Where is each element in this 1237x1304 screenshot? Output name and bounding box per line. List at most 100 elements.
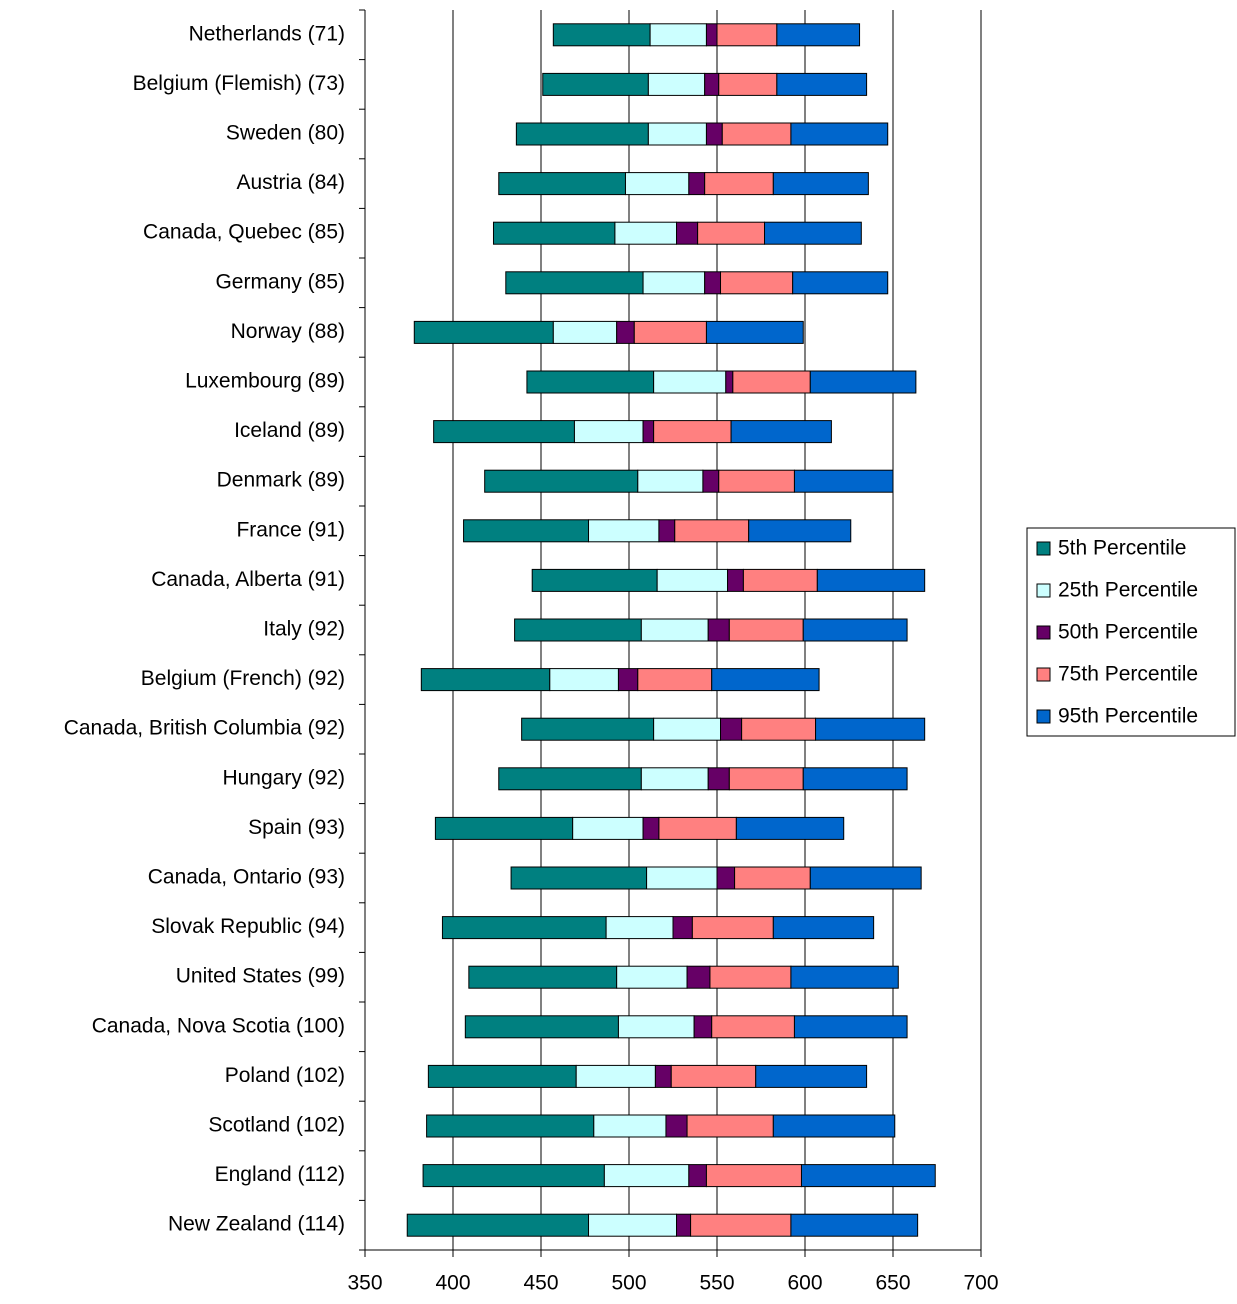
bar-segment: [730, 420, 832, 444]
legend-label: 50th Percentile: [1058, 621, 1198, 644]
y-tick-label: Germany (85): [215, 270, 345, 293]
legend-swatch: [1036, 709, 1051, 724]
bar-segment: [793, 469, 894, 493]
bar-segment: [441, 916, 607, 940]
y-tick-label: Spain (93): [248, 816, 345, 839]
y-tick-label: Netherlands (71): [189, 22, 345, 45]
bar-segment: [552, 23, 651, 47]
bar-segment: [653, 420, 732, 444]
bar-segment: [790, 1213, 919, 1237]
bar-segment: [674, 519, 750, 543]
bar-segment: [588, 1213, 678, 1237]
legend-swatch: [1036, 625, 1051, 640]
bar-segment: [711, 668, 820, 692]
bar-segment: [688, 1164, 707, 1188]
x-tick-label: 400: [435, 1272, 470, 1295]
x-tick-label: 650: [875, 1272, 910, 1295]
bar-segment: [790, 122, 889, 146]
y-tick-label: Poland (102): [225, 1064, 345, 1087]
x-tick-label: 500: [611, 1272, 646, 1295]
bar-segment: [433, 420, 575, 444]
bar-segment: [707, 618, 730, 642]
y-tick-label: France (91): [236, 518, 345, 541]
bar-segment: [420, 668, 551, 692]
bar-segment: [772, 1114, 896, 1138]
legend-box: [1026, 527, 1236, 737]
bar-segment: [709, 965, 792, 989]
y-tick-label: Belgium (Flemish) (73): [133, 72, 345, 95]
bar-segment: [521, 717, 655, 741]
legend-label: 25th Percentile: [1058, 579, 1198, 602]
bar-segment: [642, 420, 655, 444]
bar-segment: [647, 122, 707, 146]
bar-segment: [704, 72, 720, 96]
bar-segment: [732, 370, 811, 394]
bar-segment: [617, 1015, 695, 1039]
bar-segment: [492, 221, 616, 245]
bar-segment: [552, 320, 618, 344]
bar-segment: [800, 1164, 936, 1188]
bar-segment: [672, 916, 693, 940]
bar-segment: [656, 568, 729, 592]
bar-segment: [793, 1015, 908, 1039]
y-tick-label: Canada, Alberta (91): [151, 568, 345, 591]
bar-segment: [647, 72, 706, 96]
bar-segment: [422, 1164, 605, 1188]
legend-swatch: [1036, 667, 1051, 682]
bar-segment: [693, 1015, 713, 1039]
bar-segment: [707, 767, 730, 791]
bar-segment: [463, 519, 590, 543]
bar-segment: [614, 221, 678, 245]
bar-segment: [772, 172, 869, 196]
bar-segment: [514, 618, 642, 642]
y-tick-label: Austria (84): [236, 171, 345, 194]
bar-segment: [676, 1213, 692, 1237]
bar-segment: [690, 1213, 792, 1237]
bar-segment: [658, 816, 737, 840]
bar-segment: [434, 816, 574, 840]
bar-segment: [653, 370, 727, 394]
bar-segment: [735, 816, 845, 840]
y-tick-label: England (112): [215, 1163, 345, 1186]
y-tick-label: Canada, Quebec (85): [143, 221, 345, 244]
bar-segment: [542, 72, 649, 96]
bar-segment: [616, 320, 635, 344]
legend-label: 5th Percentile: [1058, 537, 1186, 560]
bar-segment: [704, 271, 722, 295]
bar-segment: [716, 866, 736, 890]
bar-segment: [575, 1064, 656, 1088]
bar-segment: [603, 1164, 690, 1188]
legend-label: 95th Percentile: [1058, 705, 1198, 728]
y-tick-label: New Zealand (114): [168, 1213, 345, 1236]
bar-segment: [705, 122, 723, 146]
bar-segment: [464, 1015, 619, 1039]
bar-segment: [725, 370, 734, 394]
x-tick-label: 700: [963, 1272, 998, 1295]
y-tick-label: Scotland (102): [208, 1114, 345, 1137]
bar-segment: [653, 717, 722, 741]
bar-segment: [741, 717, 817, 741]
bar-segment: [642, 271, 706, 295]
bar-segment: [426, 1114, 595, 1138]
bar-segment: [633, 320, 707, 344]
bar-segment: [640, 618, 709, 642]
bar-segment: [665, 1114, 688, 1138]
bar-segment: [764, 221, 862, 245]
bar-segment: [697, 221, 766, 245]
bar-segment: [748, 519, 852, 543]
bar-segment: [705, 23, 718, 47]
bar-segment: [790, 965, 899, 989]
x-tick-label: 600: [787, 1272, 822, 1295]
bar-segment: [526, 370, 655, 394]
y-tick-label: Sweden (80): [226, 122, 345, 145]
y-tick-label: Denmark (89): [217, 469, 345, 492]
y-tick-label: Canada, Nova Scotia (100): [92, 1014, 345, 1037]
bar-segment: [593, 1114, 667, 1138]
bar-segment: [809, 866, 922, 890]
bar-segment: [742, 568, 818, 592]
y-tick-label: Iceland (89): [234, 419, 345, 442]
bar-segment: [705, 320, 804, 344]
bar-segment: [646, 866, 718, 890]
legend-swatch: [1036, 541, 1051, 556]
y-tick-label: Slovak Republic (94): [151, 915, 345, 938]
